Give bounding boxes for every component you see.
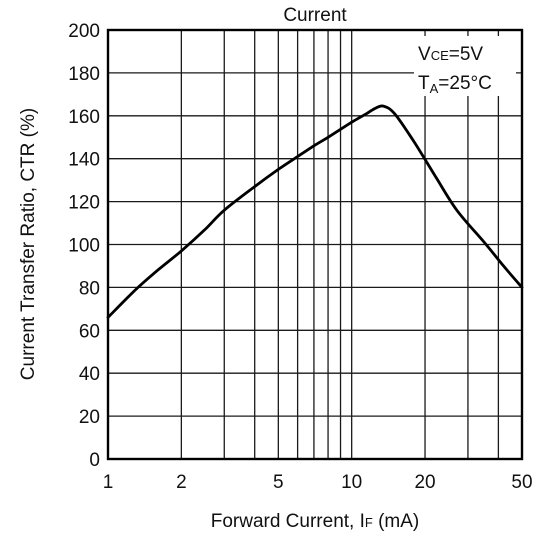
- x-axis-label: Forward Current, IF (mA): [211, 511, 420, 532]
- x-axis-label-sub: F: [365, 515, 373, 530]
- y-tick-label: 0: [89, 450, 100, 471]
- chart-title: Current: [283, 5, 347, 26]
- annotation-vce-rest: =5V: [449, 44, 484, 65]
- y-tick-label: 160: [68, 107, 100, 128]
- y-axis-label: Current Transfer Ratio, CTR (%): [18, 108, 39, 380]
- x-tick-label: 2: [176, 472, 187, 493]
- y-tick-label: 80: [79, 278, 100, 299]
- annotation-ta-main: T: [418, 73, 430, 94]
- y-tick-label: 120: [68, 193, 100, 214]
- plot-frame: [106, 28, 524, 461]
- x-axis-label-unit: (mA): [373, 511, 419, 532]
- annotation-vce-main: V: [418, 44, 431, 65]
- annotation-box: [414, 36, 516, 96]
- y-tick-label: 200: [68, 21, 100, 42]
- x-tick-label: 10: [341, 472, 362, 493]
- y-tick-label: 100: [68, 236, 100, 257]
- y-tick-labels: 0 20 40 60 80 100 120 140 160 180 200: [68, 21, 100, 471]
- y-tick-label: 180: [68, 64, 100, 85]
- y-tick-label: 140: [68, 150, 100, 171]
- annotation-vce-sub: CE: [431, 48, 449, 63]
- y-tick-label: 60: [79, 321, 100, 342]
- x-tick-labels: 1 2 5 10 20 50: [103, 472, 533, 493]
- annotation-ta-rest: =25°C: [438, 73, 492, 94]
- x-tick-label: 50: [511, 472, 532, 493]
- y-tick-label: 20: [79, 407, 100, 428]
- annotation-ta-sub: A: [430, 81, 439, 96]
- annotation-vce: VCE=5V: [418, 44, 483, 65]
- x-tick-label: 5: [273, 472, 284, 493]
- annotation-ta: TA=25°C: [418, 73, 492, 96]
- ctr-curve: [106, 104, 524, 319]
- x-axis-label-main: Forward Current, I: [211, 511, 365, 532]
- x-tick-label: 1: [103, 472, 114, 493]
- x-tick-label: 20: [414, 472, 435, 493]
- y-tick-label: 40: [79, 364, 100, 385]
